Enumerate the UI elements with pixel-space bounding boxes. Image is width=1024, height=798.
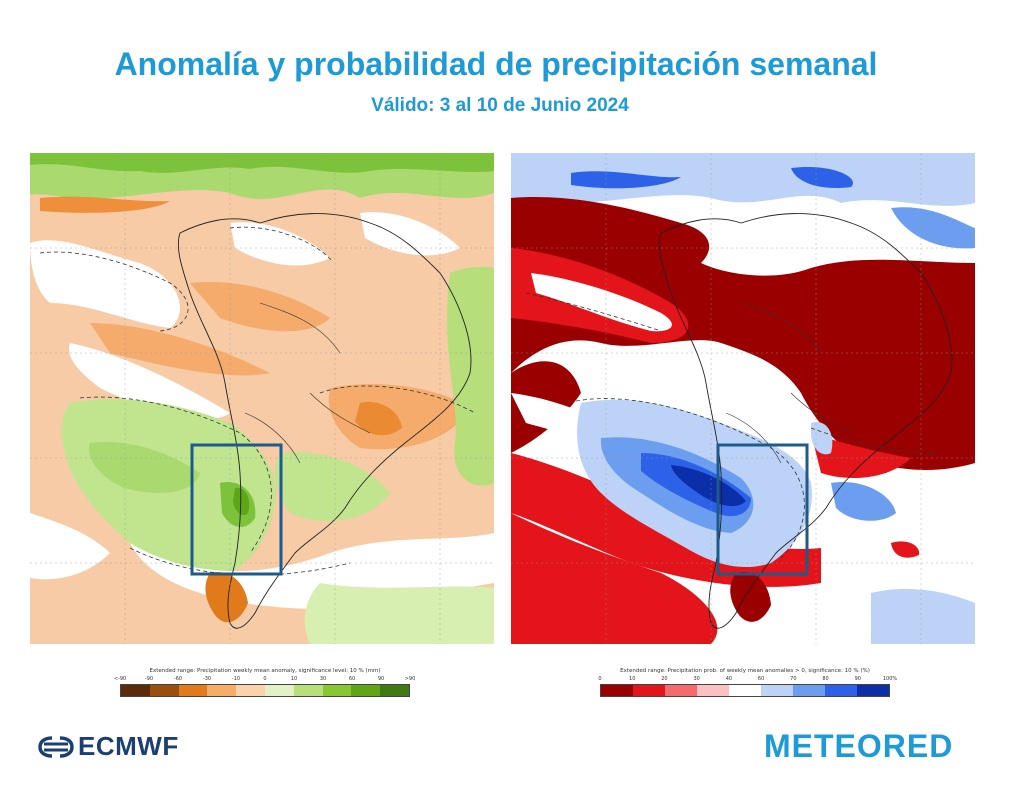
probability-legend-bar (600, 684, 890, 697)
probability-legend-swatch (601, 685, 633, 696)
anomaly-legend-swatch (322, 685, 352, 696)
ecmwf-symbol-icon (38, 735, 74, 758)
anomaly-legend-tick-label: >90 (404, 676, 416, 682)
anomaly-legend-swatch (380, 685, 409, 696)
probability-legend-tick-label: 20 (661, 676, 668, 682)
anomaly-legend-swatch (264, 685, 294, 696)
anomaly-legend-swatch (293, 685, 323, 696)
probability-legend-swatch (665, 685, 697, 696)
anomaly-legend-tick-label: 60 (348, 676, 356, 682)
probability-map (511, 153, 975, 644)
probability-legend-tick-label: 40 (725, 676, 733, 682)
probability-legend-swatch (633, 685, 665, 696)
probability-legend-caption: Extended range: Precipitation prob. of w… (620, 668, 870, 674)
meteored-logo: METEORED (764, 728, 954, 764)
probability-legend-swatch (729, 685, 761, 696)
anomaly-legend-tick-label: -90 (144, 676, 154, 682)
anomaly-legend-tick-label: 30 (319, 676, 327, 682)
anomaly-legend-swatch (236, 685, 265, 696)
anomaly-map (30, 153, 494, 644)
probability-legend: Extended range: Precipitation prob. of w… (598, 668, 897, 697)
anomaly-legend-swatch (121, 685, 150, 696)
page-subtitle: Válido: 3 al 10 de Junio 2024 (371, 95, 629, 116)
probability-legend-tick-label: 30 (693, 676, 700, 682)
ecmwf-logo-text: ECMWF (78, 731, 179, 761)
probability-legend-ticks: 0 10 20 30 40 60 70 80 90 100% (598, 676, 897, 684)
anomaly-legend-swatch (178, 685, 208, 696)
anomaly-legend-swatch (149, 685, 179, 696)
probability-legend-tick-label: 10 (629, 676, 636, 682)
anomaly-legend-tick-label: 10 (290, 676, 298, 682)
anomaly-legend: Extended range: Precipitation weekly mea… (114, 668, 415, 697)
anomaly-legend-caption: Extended range: Precipitation weekly mea… (149, 668, 381, 674)
probability-legend-swatch (857, 685, 889, 696)
anomaly-legend-swatch (207, 685, 237, 696)
probability-legend-tick-label: 100% (882, 676, 898, 682)
anomaly-legend-bar (120, 684, 410, 697)
probability-legend-swatch (825, 685, 857, 696)
ecmwf-logo: ECMWF (38, 731, 179, 762)
probability-legend-swatch (793, 685, 825, 696)
probability-legend-tick-label: 90 (854, 676, 861, 682)
page-title: Anomalía y probabilidad de precipitación… (114, 46, 878, 82)
probability-legend-swatch (697, 685, 729, 696)
anomaly-legend-tick-label: 90 (377, 676, 385, 682)
anomaly-legend-tick-label: -10 (231, 676, 241, 682)
probability-legend-tick-label: 0 (598, 676, 602, 682)
anomaly-legend-tick-label: 0 (263, 676, 267, 682)
probability-legend-tick-label: 70 (790, 676, 797, 682)
anomaly-legend-tick-label: <-90 (113, 676, 127, 682)
probability-legend-tick-label: 80 (822, 676, 829, 682)
anomaly-legend-tick-label: -30 (202, 676, 212, 682)
probability-legend-swatch (761, 685, 793, 696)
anomaly-legend-ticks: <-90 -90 -60 -30 -10 0 10 30 60 90 >90 (114, 676, 415, 684)
anomaly-legend-tick-label: -60 (173, 676, 183, 682)
anomaly-legend-swatch (351, 685, 381, 696)
probability-legend-tick-label: 60 (757, 676, 765, 682)
